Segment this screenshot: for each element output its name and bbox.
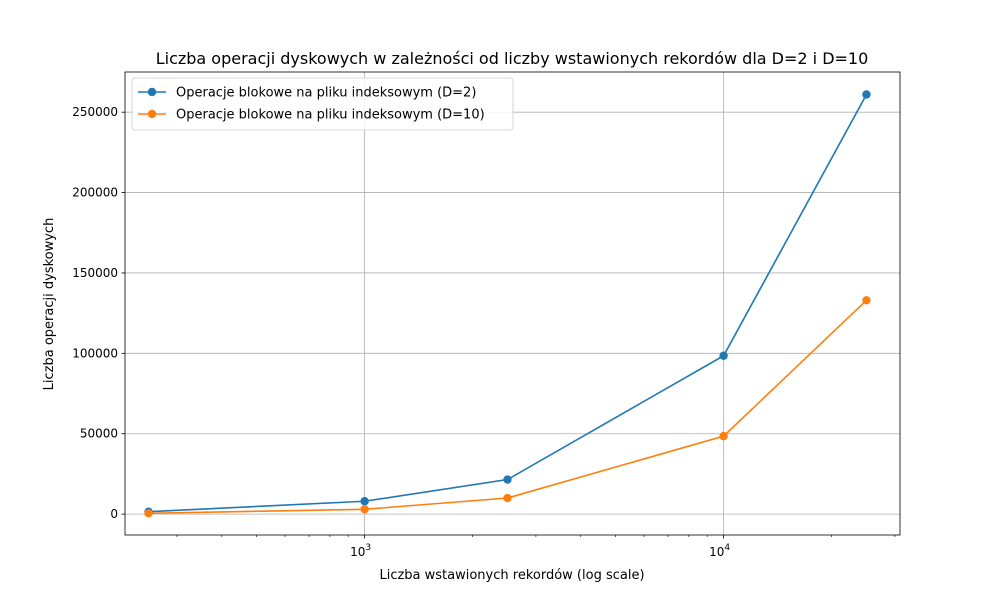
tick-layer: 0 50000 100000 150000 200000 250000 103 104 — [72, 105, 896, 559]
x-axis-label: Liczba wstawionych rekordów (log scale) — [379, 568, 644, 583]
grid — [125, 72, 900, 535]
legend-entry-label: Operacje blokowe na pliku indeksowym (D=… — [176, 86, 476, 101]
x-tick-label: 103 — [350, 543, 371, 559]
series-1-line — [148, 94, 868, 513]
legend: Operacje blokowe na pliku indeksowym (D=… — [131, 77, 514, 131]
series-1-point — [719, 351, 728, 360]
series-2-point — [144, 509, 153, 518]
series-1-point — [862, 90, 871, 99]
chart-title: Liczba operacji dyskowych w zależności o… — [156, 49, 869, 68]
y-tick-label: 250000 — [72, 105, 118, 119]
series-2-point — [862, 296, 871, 305]
y-tick-label: 150000 — [72, 266, 118, 280]
legend-frame — [131, 77, 514, 131]
legend-entry-label: Operacje blokowe na pliku indeksowym (D=… — [176, 108, 485, 123]
x-tick-label: 104 — [709, 543, 730, 559]
y-tick-label: 50000 — [80, 427, 118, 441]
series-2-point — [719, 431, 728, 441]
series-layer — [144, 90, 871, 518]
y-tick-label: 200000 — [72, 186, 118, 200]
series-1-point — [360, 497, 369, 506]
series-2-point — [360, 505, 369, 514]
y-axis-label: Liczba operacji dyskowych — [42, 218, 57, 391]
y-tick-label: 0 — [110, 507, 118, 521]
series-2-point — [503, 493, 512, 503]
legend-swatch-marker — [147, 87, 157, 97]
legend-swatch-marker — [147, 109, 157, 119]
y-tick-label: 100000 — [72, 346, 118, 360]
plot-frame — [124, 71, 901, 536]
series-1-point — [503, 475, 512, 484]
